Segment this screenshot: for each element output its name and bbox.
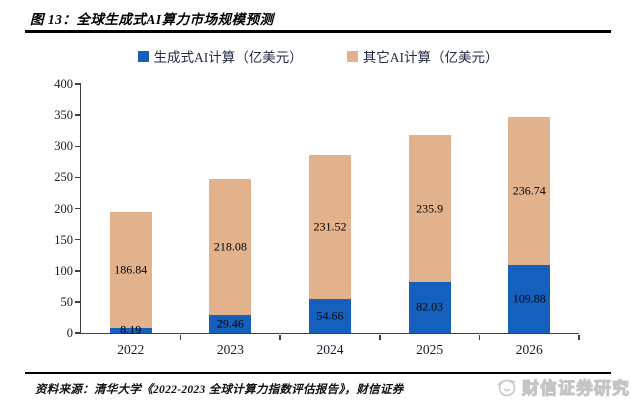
- source-note: 资料来源：清华大学《2022-2023 全球计算力指数评估报告》，财信证券: [35, 384, 404, 396]
- bar-value-label-other-ai-2026: 236.74: [512, 183, 546, 198]
- y-axis-tick-mark: [75, 145, 81, 147]
- figure-title: 图 13：全球生成式AI算力市场规模预测: [30, 12, 274, 27]
- brand-logo-icon: [497, 379, 516, 396]
- source-rule: [25, 372, 611, 374]
- y-axis-tick-label: 50: [60, 294, 74, 309]
- bar-value-label-other-ai-2023: 218.08: [213, 239, 247, 254]
- bar-segment-other-ai-2025: 235.9: [408, 135, 451, 282]
- bar-segment-genai-2025: 82.03: [408, 281, 451, 333]
- bar-segment-other-ai-2023: 218.08: [209, 178, 252, 315]
- y-axis-tick-label: 250: [54, 170, 73, 185]
- bar-segment-genai-2022: 8.19: [109, 323, 152, 337]
- bar-value-label-genai-2022: 8.19: [120, 322, 142, 337]
- plot-area: 0 50 100 150 200 250 300 350 400 186.84 8.19 218.0…: [54, 77, 580, 357]
- x-axis-tick-mark: [379, 335, 381, 340]
- bar-value-label-genai-2023: 29.46: [216, 316, 244, 331]
- bar-value-label-genai-2025: 82.03: [416, 299, 444, 314]
- y-axis-tick-mark: [75, 270, 81, 272]
- bar-segment-genai-2026: 109.88: [508, 264, 551, 333]
- x-axis-tick-mark: [279, 335, 281, 340]
- legend-swatch-genai: [137, 50, 149, 62]
- bar-2022: 186.84 8.19: [109, 211, 152, 337]
- bar-segment-other-ai-2024: 231.52: [309, 154, 351, 299]
- watermark: 财信证券研究: [496, 374, 630, 399]
- bar-value-label-genai-2024: 54.66: [316, 308, 344, 323]
- legend-item-other-ai: 其它AI计算（亿美元）: [346, 46, 499, 66]
- x-axis-category-label: 2026: [515, 342, 543, 357]
- y-axis-tick-label: 0: [66, 326, 73, 340]
- bar-2023: 218.08 29.46: [209, 178, 252, 333]
- y-axis-tick-mark: [75, 332, 81, 334]
- y-axis-tick-mark: [75, 207, 81, 210]
- chart-legend: 生成式AI计算（亿美元） 其它AI计算（亿美元）: [0, 46, 636, 66]
- x-axis-category-label: 2022: [117, 342, 145, 357]
- bar-value-label-other-ai-2022: 186.84: [114, 262, 148, 277]
- x-axis-category-label: 2023: [216, 342, 244, 357]
- legend-label-genai: 生成式AI计算（亿美元）: [153, 50, 303, 65]
- x-axis-category-label: 2024: [316, 342, 344, 357]
- title-rule: [25, 30, 611, 33]
- y-axis-tick-label: 200: [54, 201, 73, 216]
- y-axis-tick-mark: [75, 238, 81, 241]
- y-axis-tick-mark: [75, 176, 81, 179]
- y-axis-tick-mark: [75, 83, 81, 85]
- bar-segment-other-ai-2026: 236.74: [508, 117, 551, 265]
- bar-value-label-genai-2026: 109.88: [512, 291, 546, 306]
- bar-segment-other-ai-2022: 186.84: [109, 211, 152, 328]
- x-axis-category-label: 2025: [416, 342, 444, 357]
- x-axis-tick-mark: [578, 335, 580, 340]
- bar-segment-genai-2024: 54.66: [309, 298, 351, 333]
- bar-2025: 235.9 82.03: [408, 135, 451, 333]
- legend-swatch-other-ai: [346, 50, 358, 62]
- y-axis-tick-label: 300: [54, 139, 73, 154]
- legend-label-other-ai: 其它AI计算（亿美元）: [362, 50, 499, 65]
- y-axis-tick-mark: [75, 301, 81, 303]
- x-axis-tick-mark: [478, 335, 481, 340]
- bar-value-label-other-ai-2025: 235.9: [416, 201, 444, 216]
- y-axis-tick-label: 100: [54, 263, 73, 278]
- bar-2026: 236.74 109.88: [508, 117, 551, 333]
- x-axis-tick-mark: [179, 335, 182, 340]
- y-axis-tick-label: 150: [54, 232, 73, 247]
- y-axis-tick-label: 400: [54, 77, 73, 91]
- bar-value-label-other-ai-2024: 231.52: [313, 219, 347, 234]
- watermark-text: 财信证券研究: [522, 379, 630, 399]
- y-axis-tick-mark: [75, 114, 81, 116]
- bar-segment-genai-2023: 29.46: [209, 314, 252, 333]
- legend-item-genai: 生成式AI计算（亿美元）: [137, 46, 303, 66]
- y-axis-tick-label: 350: [54, 108, 73, 123]
- bar-2024: 231.52 54.66: [309, 154, 351, 333]
